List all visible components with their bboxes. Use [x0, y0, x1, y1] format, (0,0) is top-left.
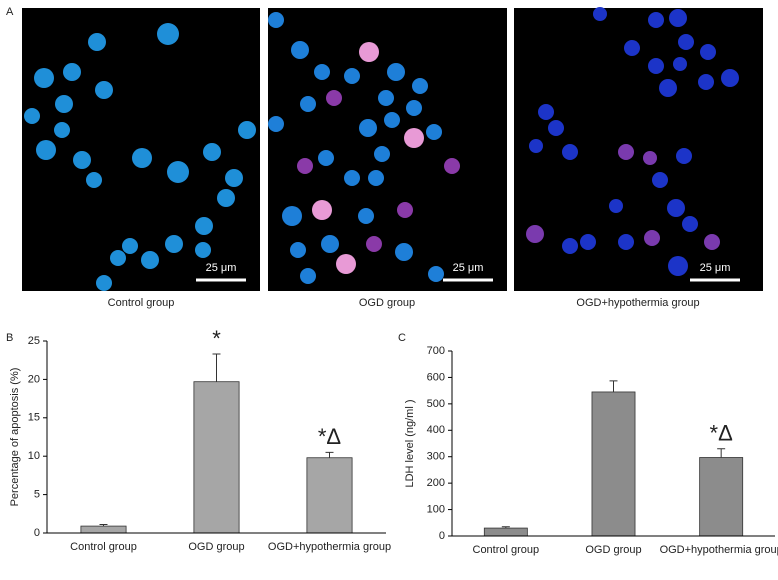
- bar: [193, 381, 240, 534]
- error-bar: [501, 526, 510, 529]
- scale-bar-label: 25 μm: [206, 262, 237, 274]
- error-bar: [717, 448, 726, 458]
- y-tick-label: 15: [28, 412, 40, 424]
- y-tick-label: 25: [28, 335, 40, 347]
- y-tick-label: 0: [34, 527, 40, 539]
- y-tick-label: 10: [28, 450, 40, 462]
- significance-mark: *Δ: [710, 421, 734, 446]
- panel-label: B: [6, 332, 13, 344]
- y-tick-label: 5: [34, 489, 40, 501]
- y-tick-label: 100: [427, 503, 445, 515]
- image-caption: Control group: [108, 297, 175, 309]
- panel-label: C: [398, 332, 406, 344]
- y-tick-label: 300: [427, 451, 445, 463]
- y-tick-label: 400: [427, 424, 445, 436]
- scale-bar-label: 25 μm: [453, 262, 484, 274]
- error-bar: [212, 353, 221, 382]
- y-tick-label: 600: [427, 371, 445, 383]
- significance-mark: *Δ: [318, 424, 342, 449]
- bar: [80, 525, 127, 534]
- bar: [483, 527, 528, 537]
- y-tick-label: 200: [427, 477, 445, 489]
- significance-mark: *: [212, 326, 221, 351]
- x-tick-label: Control group: [473, 544, 540, 556]
- x-tick-label: OGD group: [585, 544, 641, 556]
- panel-label: A: [6, 6, 14, 18]
- y-axis-label: LDH level (ng/ml ): [404, 399, 416, 487]
- error-bar: [99, 524, 108, 527]
- x-tick-label: OGD+hypothermia group: [268, 541, 391, 553]
- x-tick-label: OGD+hypothermia group: [660, 544, 778, 556]
- error-bar: [325, 451, 334, 458]
- image-caption: OGD group: [359, 297, 415, 309]
- bar: [699, 457, 744, 537]
- micrograph: [268, 8, 507, 291]
- x-tick-label: Control group: [70, 541, 137, 553]
- bar: [591, 391, 636, 537]
- micrograph: [22, 8, 260, 291]
- y-tick-label: 20: [28, 373, 40, 385]
- y-axis-label: Percentage of apoptosis (%): [9, 368, 21, 507]
- image-caption: OGD+hypothermia group: [576, 297, 699, 309]
- y-tick-label: 0: [439, 530, 445, 542]
- error-bar: [609, 380, 618, 392]
- y-tick-label: 500: [427, 398, 445, 410]
- bar: [306, 457, 353, 534]
- scale-bar-label: 25 μm: [700, 262, 731, 274]
- micrograph: [514, 7, 763, 291]
- y-tick-label: 700: [427, 345, 445, 357]
- x-tick-label: OGD group: [188, 541, 244, 553]
